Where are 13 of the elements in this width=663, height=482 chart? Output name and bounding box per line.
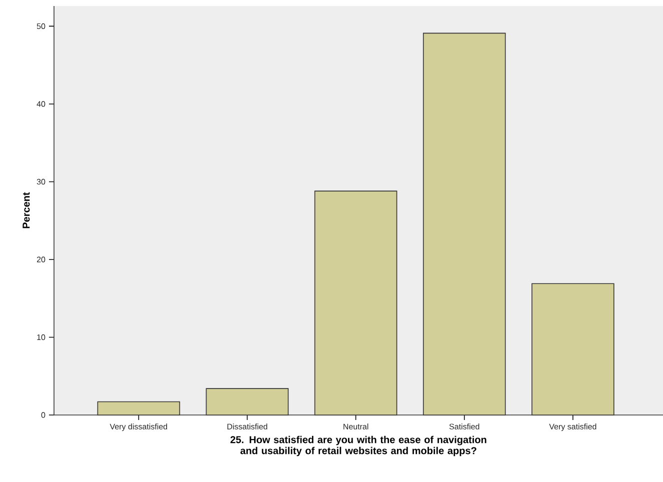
x-tick-label: Dissatisfied [227,424,268,430]
y-tick-label: 50 [36,23,46,30]
y-axis-title: Percent [22,192,30,228]
y-tick-label: 30 [36,178,46,185]
y-tick-label: 0 [41,412,46,418]
x-axis-title: 25. How satisfied are you with the ease of navigation and usability of retail websites and mobile apps? [230,436,486,456]
y-tick-label: 20 [36,256,46,262]
x-tick-label: Neutral [344,424,368,430]
x-tick-label: Very satisfied [549,424,596,431]
x-tick-label: Satisfied [449,424,480,430]
y-tick-label: 10 [37,334,46,340]
y-tick-label: 40 [36,101,46,107]
x-tick-label: Very dissatisfied [110,424,168,431]
